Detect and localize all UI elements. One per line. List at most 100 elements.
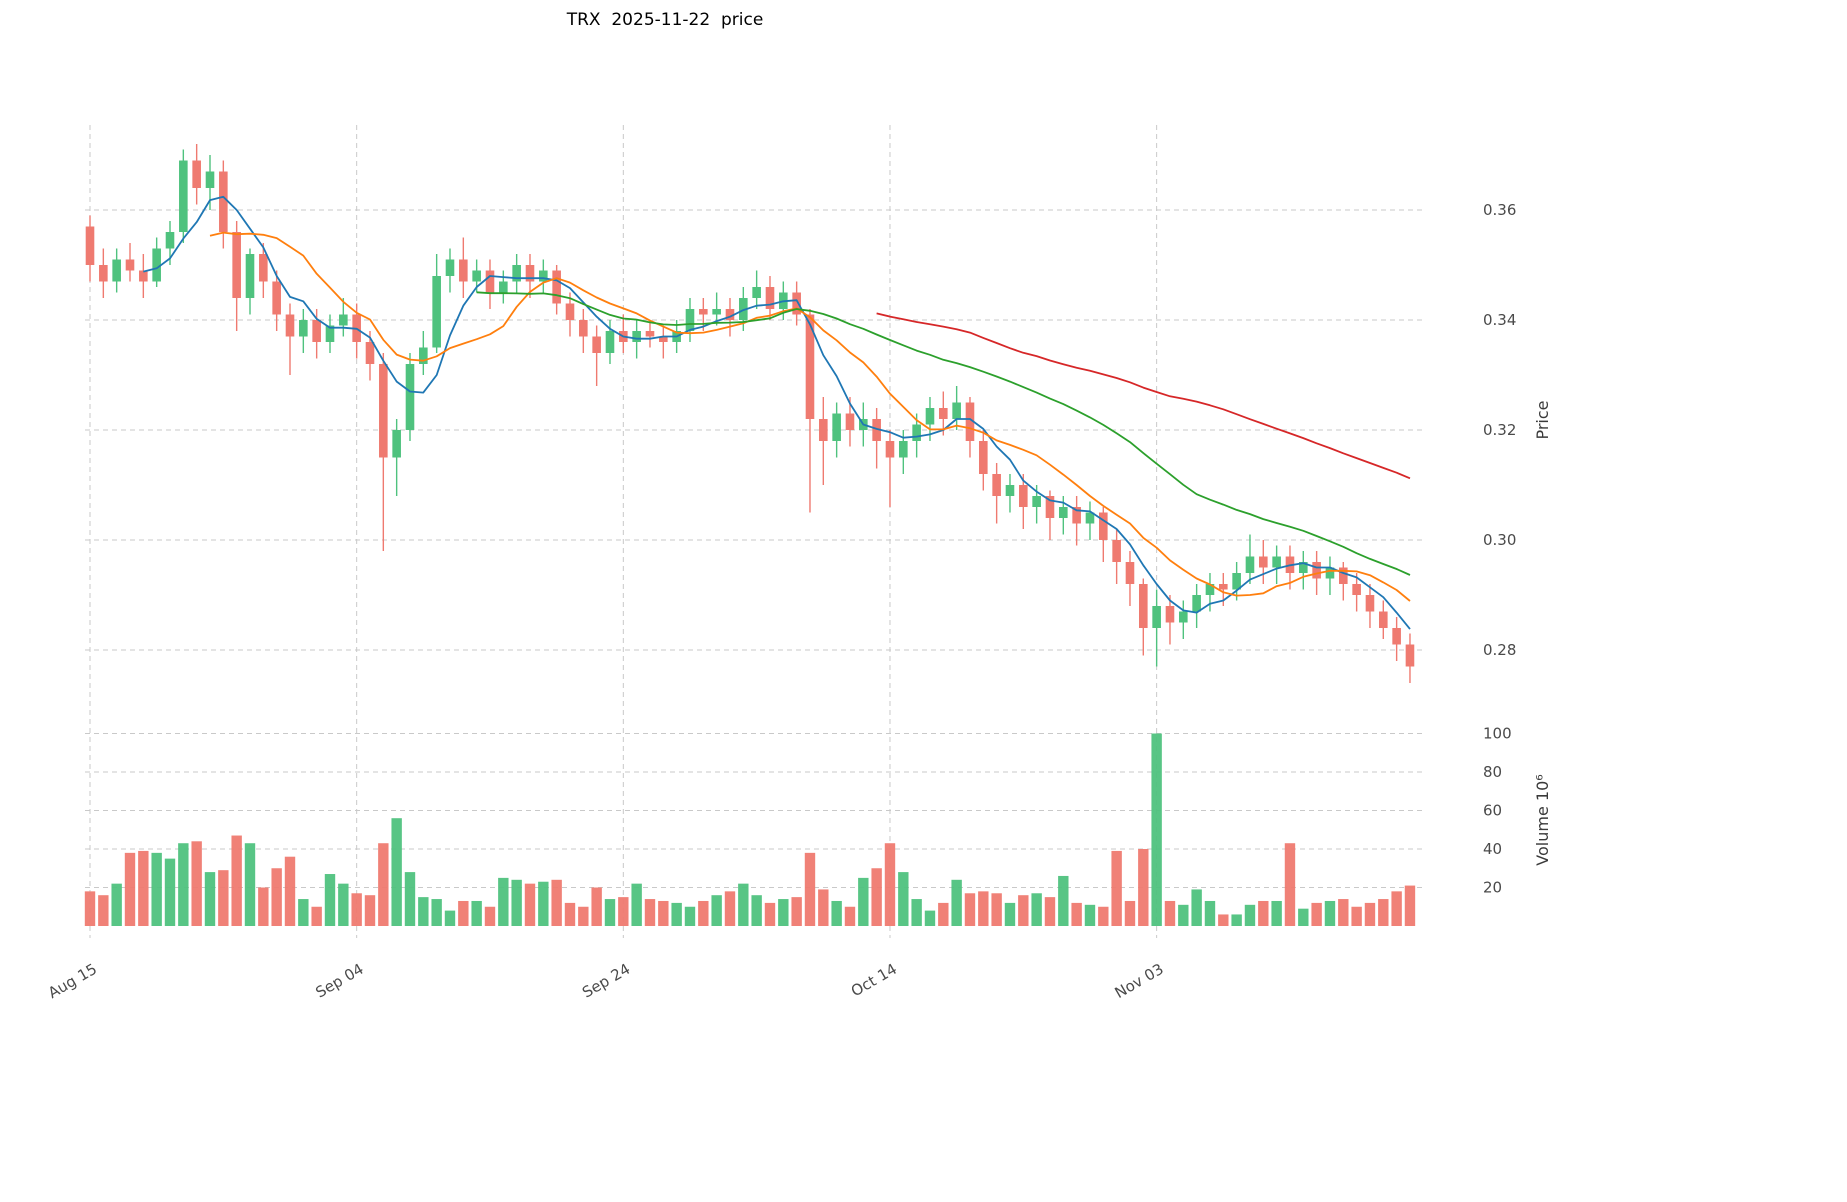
volume-bar	[1151, 733, 1162, 926]
volume-bar	[231, 835, 242, 926]
volume-bar	[338, 883, 349, 926]
candle-body	[1059, 507, 1068, 518]
volume-bar	[951, 879, 962, 926]
volume-bar	[858, 877, 869, 926]
candle-body	[1379, 611, 1388, 628]
volume-bar	[498, 877, 509, 926]
volume-bar	[1218, 914, 1229, 926]
candle-body	[1112, 540, 1121, 562]
volume-bar	[271, 868, 282, 926]
x-tick-label: Nov 03	[1112, 960, 1167, 1002]
volume-bar	[284, 856, 296, 926]
volume-bar	[1031, 893, 1042, 926]
candle-body	[1005, 485, 1015, 496]
volume-bar	[1284, 843, 1296, 926]
candle-body	[565, 303, 575, 320]
candle-body	[592, 336, 601, 353]
candle-body	[179, 160, 188, 232]
x-tick-label: Sep 24	[579, 960, 633, 1002]
candle-body	[485, 270, 495, 293]
volume-bar	[191, 841, 202, 926]
volume-bar	[244, 843, 256, 926]
candle-body	[392, 430, 401, 458]
candle-body	[419, 347, 428, 364]
candle-body	[1365, 595, 1375, 612]
volume-bar	[484, 906, 496, 926]
candle-body	[1019, 485, 1028, 507]
volume-bar	[1204, 900, 1216, 926]
volume-axis-label: Volume 10⁶	[1533, 774, 1552, 865]
volume-bar	[471, 900, 482, 926]
candle-body	[205, 171, 215, 188]
volume-bar	[431, 899, 442, 926]
volume-bar	[791, 897, 802, 926]
price-tick-label: 0.30	[1483, 531, 1516, 549]
volume-bar	[644, 899, 656, 926]
volume-bar	[138, 850, 149, 926]
volume-bar	[1231, 914, 1242, 926]
price-tick-label: 0.36	[1483, 201, 1516, 219]
candle-body	[512, 265, 521, 282]
volume-tick-label: 100	[1483, 725, 1512, 743]
candle-body	[1245, 556, 1255, 573]
volume-bar	[1044, 897, 1056, 926]
volume-bar	[884, 843, 896, 926]
volume-tick-label: 20	[1483, 879, 1502, 897]
ma-xlong-line	[876, 312, 1411, 480]
volume-bar	[684, 906, 696, 926]
candle-body	[219, 171, 228, 232]
volume-bar	[1138, 849, 1149, 926]
chart-title: TRX 2025-11-22 price	[566, 10, 764, 30]
volume-bar	[538, 881, 549, 926]
volume-bar	[911, 899, 922, 926]
candle-body	[285, 314, 295, 337]
candle-body	[845, 413, 855, 430]
candle-body	[1099, 512, 1108, 540]
candle-body	[992, 474, 1001, 496]
volume-bar	[671, 902, 682, 926]
candle-body	[832, 413, 841, 441]
ma-long-line	[476, 291, 1411, 576]
candle-body	[112, 259, 121, 282]
volume-bar	[711, 895, 722, 926]
candle-body	[405, 364, 415, 430]
candle-body	[312, 320, 321, 342]
x-tick-label: Aug 15	[45, 960, 100, 1002]
volume-bar	[738, 883, 749, 926]
volume-bar	[1084, 904, 1096, 926]
volume-bar	[364, 895, 376, 926]
candle-body	[139, 270, 148, 282]
candle-body	[325, 325, 335, 342]
candle-body	[979, 441, 988, 474]
candle-body	[272, 281, 281, 315]
candle-body	[1139, 584, 1148, 628]
x-tick-label: Sep 04	[313, 960, 367, 1002]
volume-bar	[751, 895, 762, 926]
volume-bar	[991, 893, 1002, 926]
candle-body	[912, 424, 921, 441]
candle-body	[472, 270, 481, 282]
candle-body	[925, 408, 935, 425]
candle-body	[659, 336, 668, 342]
volume-bar	[404, 872, 416, 926]
volume-bar	[204, 872, 216, 926]
volume-bar	[218, 870, 229, 926]
volume-bar	[764, 902, 776, 926]
candle-body	[499, 281, 508, 293]
candle-body	[1152, 606, 1161, 628]
volume-bar	[378, 843, 389, 926]
volume-bar	[831, 900, 842, 926]
candle-body	[525, 265, 535, 282]
price-tick-label: 0.32	[1483, 421, 1516, 439]
volume-bar	[551, 879, 562, 926]
volume-bar	[1244, 904, 1256, 926]
candle-body	[1352, 584, 1361, 595]
candle-body	[1259, 556, 1268, 568]
volume-bar	[1178, 904, 1189, 926]
volume-bar	[351, 893, 362, 926]
volume-bar	[391, 818, 402, 926]
candle-body	[605, 331, 615, 353]
volume-bar	[1004, 902, 1016, 926]
volume-bar	[444, 910, 456, 926]
candle-body	[299, 320, 308, 337]
